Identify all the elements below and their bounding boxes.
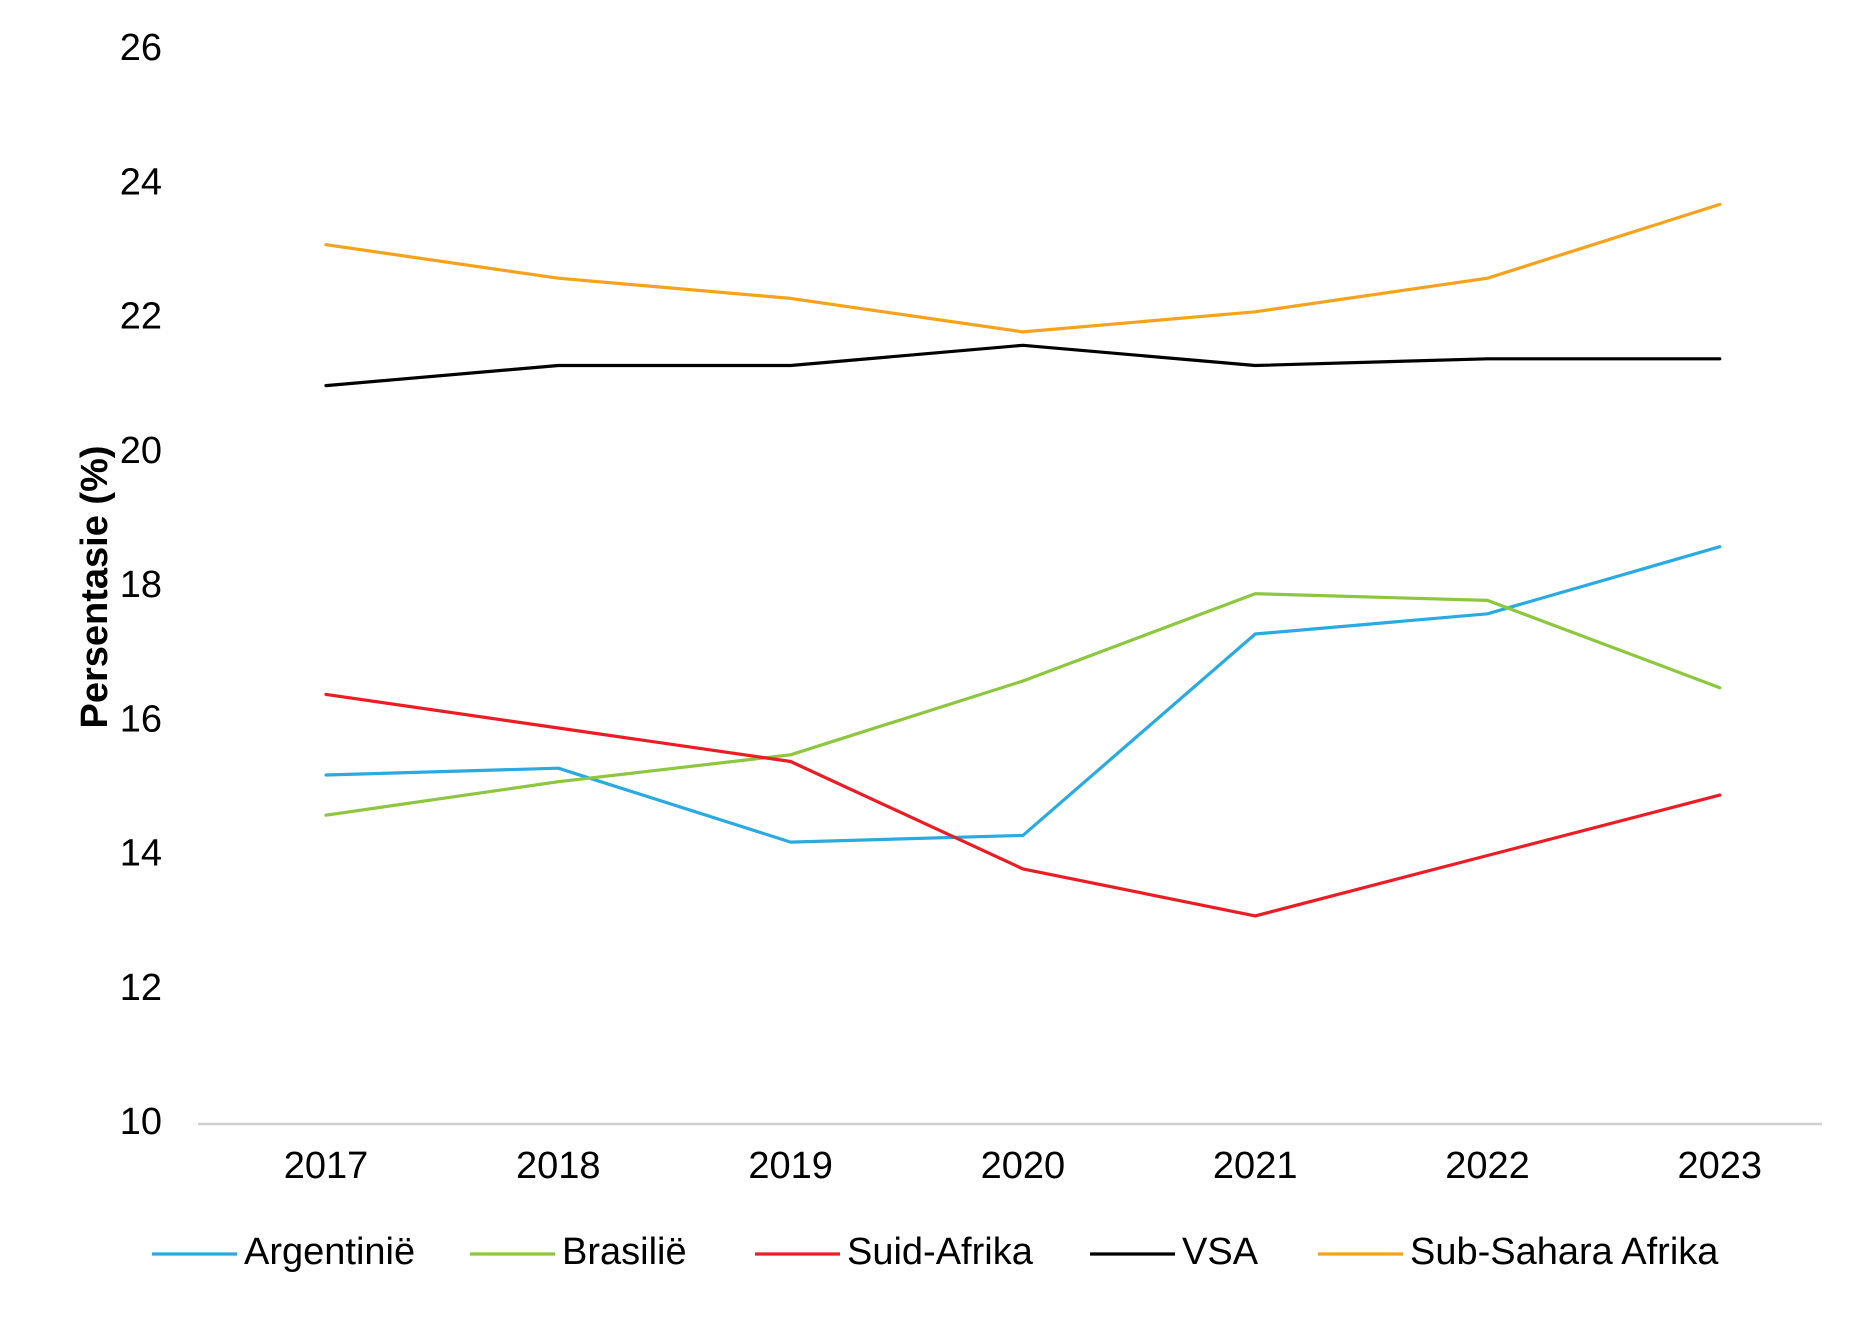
- x-tick-label: 2020: [981, 1145, 1066, 1187]
- series-line-4: [324, 202, 1722, 334]
- series-line-0: [324, 545, 1722, 844]
- y-axis-tick-labels: 10 12 14 16 18 20 22 24 26: [120, 27, 162, 1143]
- legend-label: Argentinië: [244, 1231, 415, 1273]
- y-tick-label: 18: [120, 564, 162, 606]
- x-tick-label: 2018: [516, 1145, 601, 1187]
- y-tick-label: 14: [120, 833, 162, 875]
- y-tick-label: 26: [120, 27, 162, 69]
- legend-label: VSA: [1182, 1231, 1259, 1273]
- series-line-3: [324, 343, 1722, 388]
- x-tick-label: 2019: [748, 1145, 833, 1187]
- y-tick-label: 12: [120, 967, 162, 1009]
- series-line-1: [324, 592, 1722, 817]
- y-tick-label: 24: [120, 161, 162, 203]
- y-tick-label: 22: [120, 296, 162, 338]
- x-tick-label: 2023: [1678, 1145, 1763, 1187]
- x-tick-label: 2021: [1213, 1145, 1298, 1187]
- legend-label: Suid-Afrika: [847, 1231, 1034, 1273]
- series-lines: [324, 202, 1722, 918]
- y-axis-title: Persentasie (%): [74, 445, 116, 728]
- legend: Argentinië Brasilië Suid-Afrika VSA Sub-Saha…: [152, 1231, 1719, 1273]
- y-tick-label: 16: [120, 698, 162, 740]
- x-axis-tick-labels: 2017 2018 2019 2020 2021 2022 2023: [284, 1145, 1762, 1187]
- legend-label: Sub-Sahara Afrika: [1410, 1231, 1719, 1273]
- y-tick-label: 10: [120, 1101, 162, 1143]
- legend-label: Brasilië: [562, 1231, 687, 1273]
- series-line-2: [324, 692, 1722, 918]
- x-tick-label: 2022: [1445, 1145, 1530, 1187]
- x-tick-label: 2017: [284, 1145, 369, 1187]
- y-tick-label: 20: [120, 430, 162, 472]
